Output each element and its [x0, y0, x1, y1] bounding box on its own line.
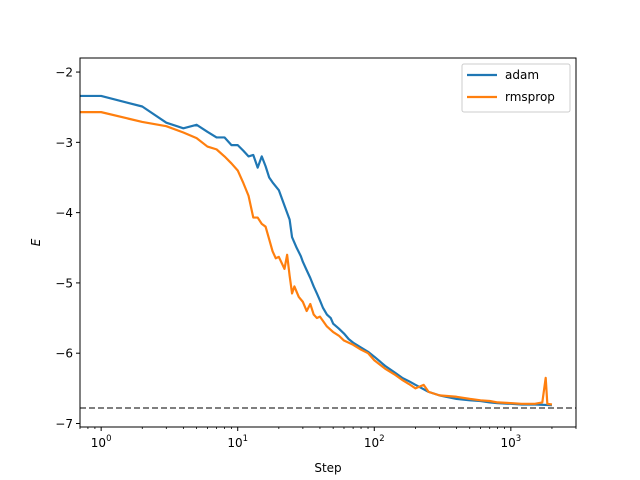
y-tick-label: −7	[55, 417, 73, 431]
y-tick-label: −4	[55, 206, 73, 220]
x-tick-label: 103	[500, 434, 521, 450]
legend-label-rmsprop: rmsprop	[505, 90, 555, 104]
y-tick-label: −2	[55, 66, 73, 80]
y-tick-label: −6	[55, 347, 73, 361]
x-tick-label: 101	[227, 434, 248, 450]
y-tick-label: −3	[55, 136, 73, 150]
x-axis-label: Step	[314, 461, 341, 475]
legend: adam rmsprop	[461, 63, 571, 113]
x-tick-label: 100	[91, 434, 112, 450]
x-tick-label: 102	[364, 434, 385, 450]
legend-label-adam: adam	[505, 68, 539, 82]
plot-area	[80, 94, 576, 409]
axes-frame	[79, 57, 577, 428]
y-tick-label: −5	[55, 276, 73, 290]
axis-ticks: 100 101 102 103 −2 −3 −4 −5 −6 −7	[55, 66, 577, 450]
series-line-rmsprop	[80, 111, 553, 406]
y-axis-label: E	[29, 238, 43, 246]
